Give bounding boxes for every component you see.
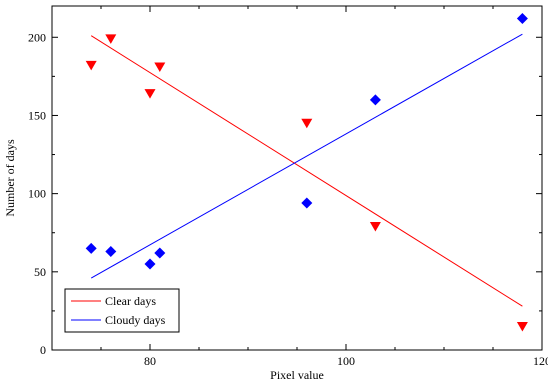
x-tick-label: 100 [337,354,355,368]
axis-labels-group: Pixel value Number of days [3,139,324,382]
legend-label: Cloudy days [105,313,166,327]
clear-day-point [154,62,166,72]
clear-day-point [369,221,381,232]
cloudy-day-point [85,242,97,254]
cloudy-day-point [144,258,156,270]
y-tick-label: 0 [40,343,46,357]
y-axis-label: Number of days [3,139,17,217]
data-points-group [85,13,528,332]
y-tick-label: 50 [34,265,46,279]
fit-lines-group [90,33,523,307]
x-axis-label: Pixel value [270,368,324,382]
x-tick-label: 120 [533,354,548,368]
fit-line-cloudy [90,33,523,279]
clear-day-point [516,322,528,332]
clear-day-point [85,60,97,71]
fit-line-clear [90,35,523,307]
axes-group: 80 100 120 0 50 100 150 200 [28,5,548,368]
cloudy-day-point [516,13,528,25]
cloudy-day-point [369,94,381,106]
legend: Clear days Cloudy days [64,288,180,333]
clear-day-point [105,34,117,44]
legend-box [64,288,180,333]
y-tick-label: 150 [28,108,46,122]
cloudy-day-point [154,247,166,259]
cloudy-day-point [301,197,313,209]
y-tick-label: 200 [28,30,46,44]
clear-day-point [144,89,156,99]
legend-label: Clear days [105,294,156,308]
y-tick-label: 100 [28,187,46,201]
cloudy-day-point [105,245,117,257]
clear-day-point [301,118,313,129]
x-tick-label: 80 [144,354,156,368]
